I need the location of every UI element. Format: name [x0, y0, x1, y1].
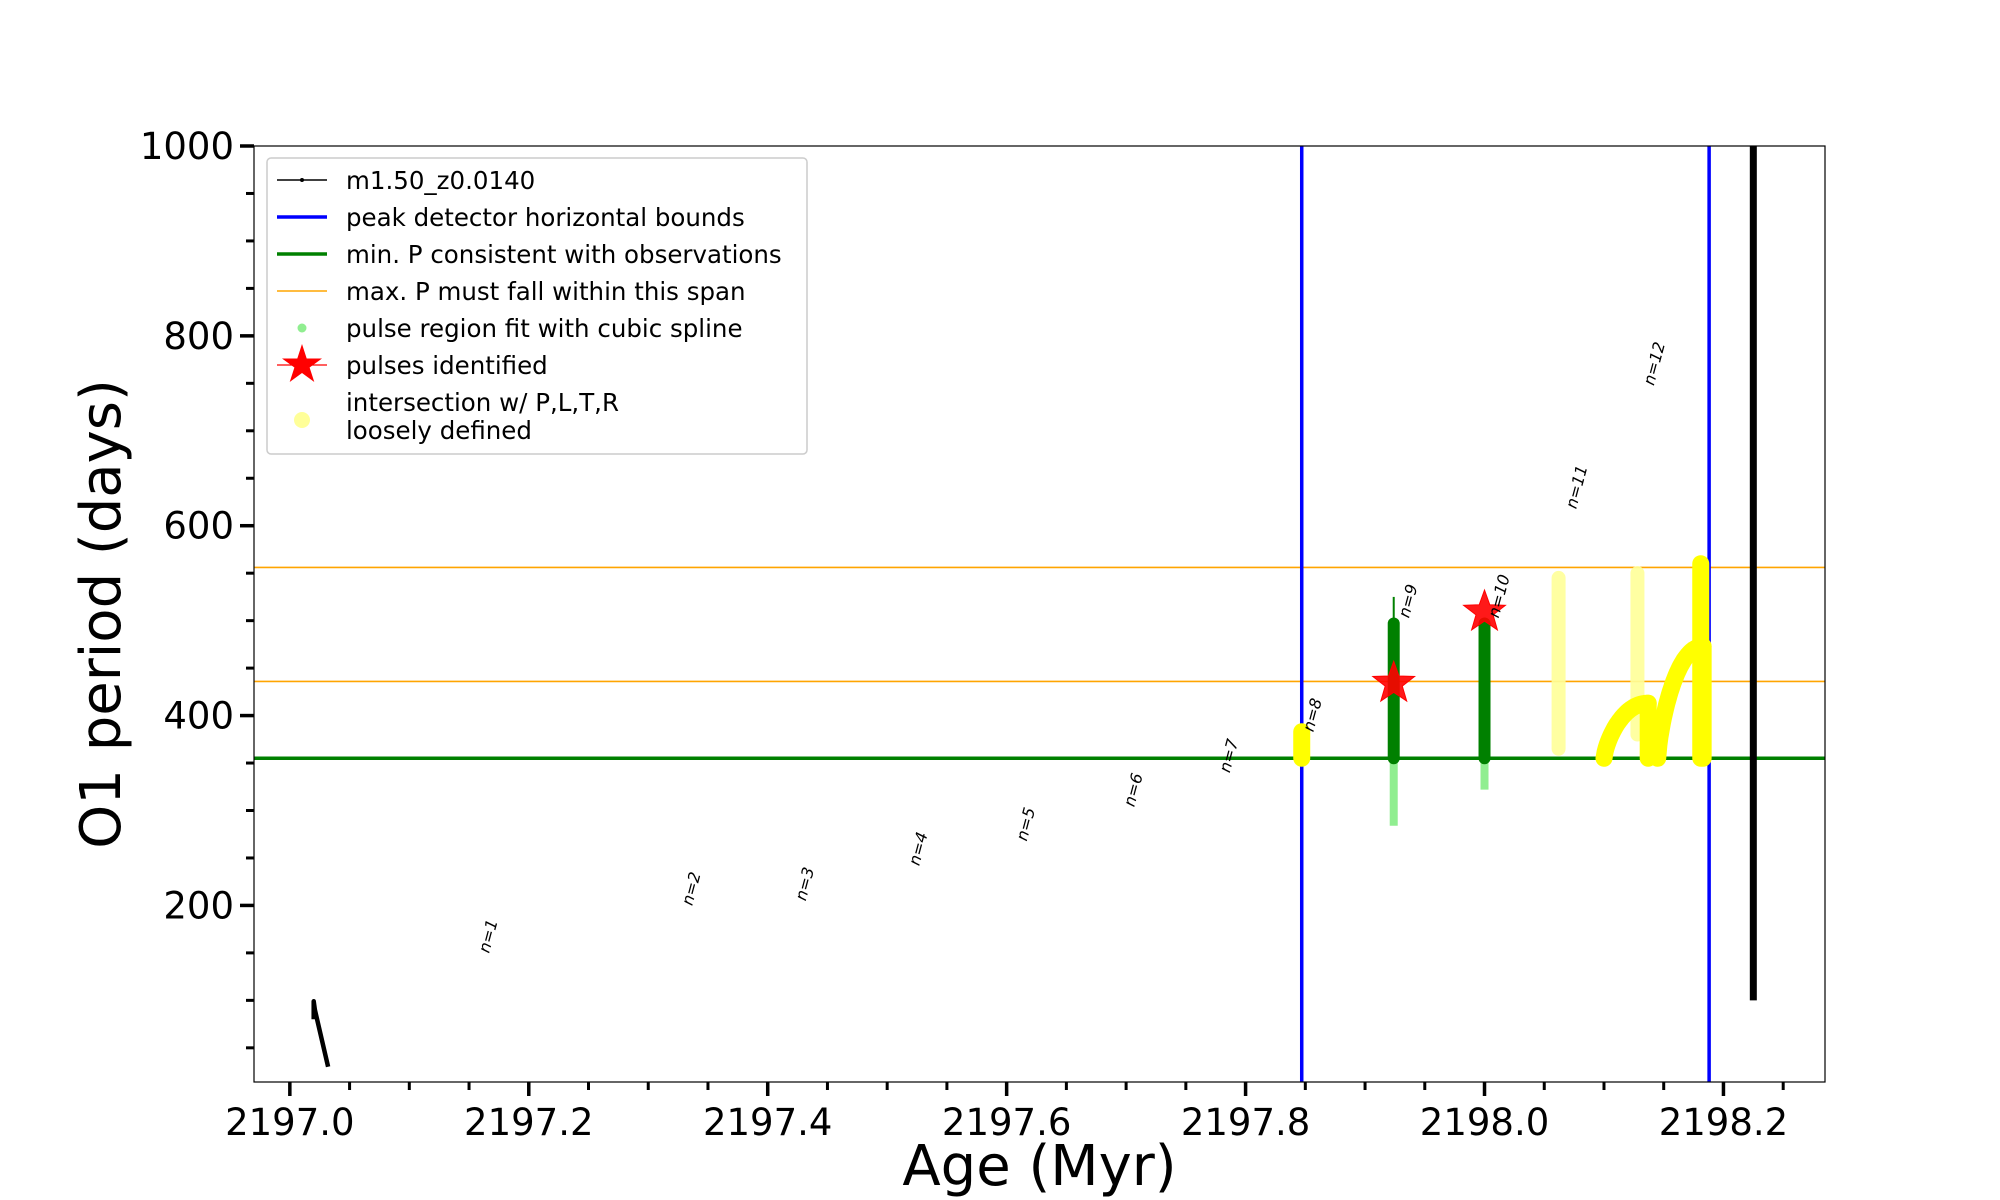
legend-handle-6: [294, 412, 310, 428]
legend-label-2: min. P consistent with observations: [346, 240, 782, 269]
legend-label-6: intersection w/ P,L,T,R: [346, 388, 619, 417]
intersection-regions: [1293, 555, 1712, 767]
legend-label-5: pulses identified: [346, 351, 548, 380]
y-axis-title: O1 period (days): [69, 379, 134, 849]
y-tick-label-200: 200: [163, 884, 234, 927]
period-series: [311, 146, 1757, 1068]
axes: 2197.0 2197.2 2197.4 2197.6 2197.8 2198.0 2198…: [140, 125, 1826, 1144]
pulse-identified-star-1: [1462, 588, 1507, 632]
y-tick-label-1000: 1000: [140, 125, 234, 168]
pulse-identified-star-0: [1371, 659, 1416, 703]
x-axis-title: Age (Myr): [902, 1134, 1176, 1199]
x-tick-label-2198.2: 2198.2: [1659, 1101, 1788, 1144]
legend-label-4: pulse region fit with cubic spline: [346, 314, 743, 343]
y-tick-label-800: 800: [163, 315, 234, 358]
x-tick-label-2197.6: 2197.6: [942, 1101, 1071, 1144]
x-tick-label-2197.4: 2197.4: [703, 1101, 832, 1144]
x-tick-label-2197.8: 2197.8: [1181, 1101, 1310, 1144]
pulses-identified-markers: [1371, 588, 1507, 703]
plot-frame: [253, 145, 1826, 1083]
y-tick-label-400: 400: [163, 695, 234, 738]
legend-handle-0-marker: [300, 178, 304, 182]
legend-label-6: loosely defined: [346, 416, 532, 445]
y-tick-label-600: 600: [163, 505, 234, 548]
x-tick-label-2198.0: 2198.0: [1420, 1101, 1549, 1144]
legend-box: [266, 157, 808, 455]
legend-label-0: m1.50_z0.0140: [346, 166, 535, 195]
series-line-m1.50_z0.0140: [311, 999, 331, 1068]
x-tick-label-2197.0: 2197.0: [225, 1101, 354, 1144]
legend-handle-5: [282, 344, 322, 382]
x-tick-label-2197.2: 2197.2: [464, 1101, 593, 1144]
legend-label-3: max. P must fall within this span: [346, 277, 746, 306]
legend-label-1: peak detector horizontal bounds: [346, 203, 745, 232]
legend-handle-4: [297, 323, 307, 333]
